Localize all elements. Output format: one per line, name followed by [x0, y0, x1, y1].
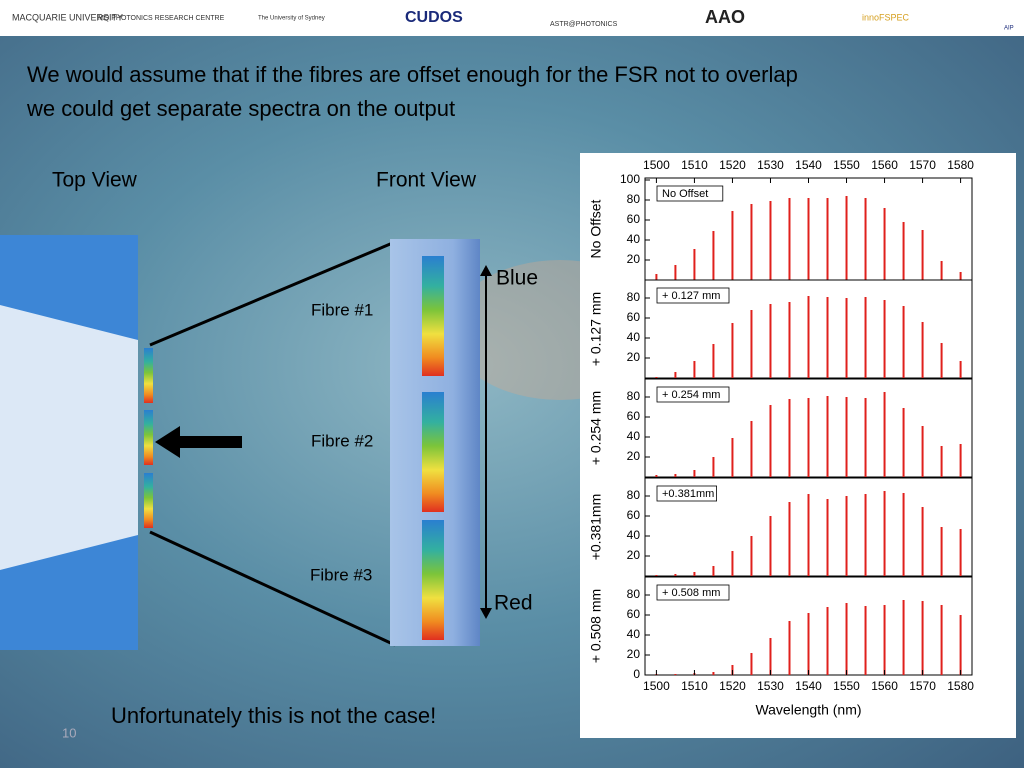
y-tick-label: 20 [627, 548, 641, 562]
label: Front View [376, 169, 477, 192]
annotation-box [656, 287, 730, 304]
fibre-label: Fibre #2 [311, 431, 373, 450]
x-tick-label: 1580 [947, 679, 974, 693]
logo: innoFSPEC [862, 12, 910, 22]
fibre-label: Fibre #1 [311, 300, 373, 319]
y-tick-label: 20 [627, 252, 641, 266]
x-tick-label: 1540 [795, 679, 822, 693]
x-tick-label: 1570 [909, 158, 936, 172]
y-tick-label: 60 [627, 310, 641, 324]
logo: MACQUARIE UNIVERSITY [12, 12, 123, 22]
connector [149, 530, 396, 647]
logo: MQ PHOTONICS RESEARCH CENTRE [98, 15, 225, 22]
x-tick-label: 1510 [681, 679, 708, 693]
fibre-label: Fibre #3 [310, 565, 372, 584]
annotation: + 0.127 mm [662, 290, 720, 302]
y-tick-label: 40 [627, 330, 641, 344]
spectrum [144, 348, 153, 403]
y-tick-label: 60 [627, 212, 641, 226]
x-tick-label: 1540 [795, 158, 822, 172]
y-tick-label: 80 [627, 488, 641, 502]
chart-background [580, 153, 1016, 738]
logo: ASTR@PHOTONICS [550, 21, 618, 28]
label: Blue [496, 267, 538, 290]
y-tick-label: 20 [627, 449, 641, 463]
y-tick-label: 60 [627, 409, 641, 423]
y-axis-label: + 0.508 mm [588, 589, 604, 663]
y-axis-label: +0.381mm [588, 494, 604, 561]
x-tick-label: 1550 [833, 679, 860, 693]
fibre-core [0, 305, 138, 570]
y-tick-label: 80 [627, 389, 641, 403]
logo: AIP [1004, 26, 1014, 32]
spectrum [144, 473, 153, 528]
spectrum [144, 410, 153, 465]
annotation-box [656, 584, 730, 601]
annotation: No Offset [662, 188, 708, 200]
headline: We would assume that if the fibres are o… [27, 62, 798, 87]
x-tick-label: 1570 [909, 679, 936, 693]
y-axis-label: + 0.254 mm [588, 391, 604, 465]
y-tick-label: 0 [633, 667, 640, 681]
annotation: +0.381mm [662, 488, 714, 500]
x-tick-label: 1510 [681, 158, 708, 172]
spectrum [422, 392, 444, 512]
annotation-box [656, 185, 724, 202]
spectrum [422, 256, 444, 376]
y-tick-label: 60 [627, 508, 641, 522]
logo: The University of Sydney [258, 16, 325, 22]
x-tick-label: 1520 [719, 679, 746, 693]
logo: AAO [705, 7, 745, 27]
y-tick-label: 80 [627, 587, 641, 601]
y-tick-label: 40 [627, 528, 641, 542]
annotation: + 0.508 mm [662, 587, 720, 599]
annotation-box [656, 386, 730, 403]
x-tick-label: 1530 [757, 679, 784, 693]
y-tick-label: 40 [627, 429, 641, 443]
y-tick-label: 80 [627, 290, 641, 304]
chart: 20 40 60 80 100 No Offset No Offset 1500 1510 152… [588, 158, 975, 718]
y-tick-label: 40 [627, 627, 641, 641]
y-axis-label: + 0.127 mm [588, 292, 604, 366]
headline: we could get separate spectra on the out… [26, 96, 455, 121]
x-tick-label: 1500 [643, 679, 670, 693]
logo: CUDOS [405, 9, 463, 26]
x-axis-label: Wavelength (nm) [755, 702, 861, 718]
x-tick-label: 1560 [871, 158, 898, 172]
x-tick-label: 1580 [947, 158, 974, 172]
note: Unfortunately this is not the case! [111, 703, 436, 728]
y-tick-label: 20 [627, 647, 641, 661]
y-tick-label: 60 [627, 607, 641, 621]
x-tick-label: 1560 [871, 679, 898, 693]
y-axis-label: No Offset [588, 199, 604, 258]
x-tick-label: 1550 [833, 158, 860, 172]
annotation: + 0.254 mm [662, 389, 720, 401]
y-tick-label: 80 [627, 192, 641, 206]
page-number: 10 [62, 725, 76, 740]
annotation-box [656, 485, 717, 502]
spectrum [422, 520, 444, 640]
y-tick-label: 40 [627, 232, 641, 246]
label: Top View [52, 169, 138, 192]
connector [149, 240, 396, 347]
logo-bar [0, 0, 1024, 36]
x-tick-label: 1520 [719, 158, 746, 172]
y-tick-label: 20 [627, 350, 641, 364]
label: Red [494, 592, 533, 615]
y-tick-label: 100 [620, 172, 640, 186]
x-tick-label: 1530 [757, 158, 784, 172]
arrow [155, 426, 242, 458]
x-tick-label: 1500 [643, 158, 670, 172]
